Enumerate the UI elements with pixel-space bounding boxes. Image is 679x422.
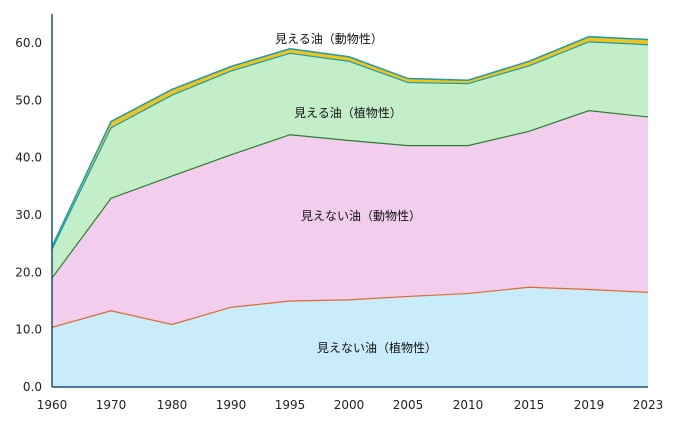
x-tick-label: 1980 xyxy=(157,398,188,412)
axes xyxy=(51,14,648,388)
series-label-visible-plant: 見える油（植物性） xyxy=(294,105,402,120)
series-line-2 xyxy=(51,41,649,250)
x-tick-label: 1960 xyxy=(37,398,68,412)
series-label-visible-animal: 見える油（動物性） xyxy=(275,32,383,46)
series-line-0 xyxy=(51,286,649,328)
y-tick-label: 0.0 xyxy=(23,380,42,394)
y-tick-label: 60.0 xyxy=(15,36,42,50)
area-series-2 xyxy=(52,41,648,279)
area-series-1 xyxy=(52,110,648,328)
x-tick-label: 1990 xyxy=(216,398,247,412)
area-series-0 xyxy=(52,287,648,387)
series-line-1 xyxy=(51,110,649,279)
x-tick-label: 2000 xyxy=(334,398,365,412)
y-tick-labels: 0.0 10.0 20.0 30.0 40.0 50.0 60.0 xyxy=(15,36,42,394)
x-tick-label: 1995 xyxy=(275,398,306,412)
y-tick-label: 10.0 xyxy=(15,323,42,337)
boundary-lines xyxy=(51,35,649,328)
y-tick-label: 30.0 xyxy=(15,208,42,222)
series-line-3 xyxy=(51,35,649,247)
x-tick-label: 2023 xyxy=(633,398,664,412)
series-label-invisible-animal: 見えない油（動物性） xyxy=(301,209,421,223)
y-tick-label: 20.0 xyxy=(15,265,42,279)
x-tick-label: 1970 xyxy=(96,398,127,412)
area-layers xyxy=(52,36,648,387)
series-label-invisible-plant: 見えない油（植物性） xyxy=(317,340,437,355)
x-tick-label: 2010 xyxy=(453,398,484,412)
y-tick-label: 40.0 xyxy=(15,151,42,165)
y-tick-label: 50.0 xyxy=(15,93,42,107)
x-tick-label: 2005 xyxy=(393,398,424,412)
x-tick-label: 2015 xyxy=(514,398,545,412)
x-tick-label: 2019 xyxy=(574,398,605,412)
x-tick-labels: 1960 1970 1980 1990 1995 2000 2005 2010 2015 2019… xyxy=(37,398,664,412)
